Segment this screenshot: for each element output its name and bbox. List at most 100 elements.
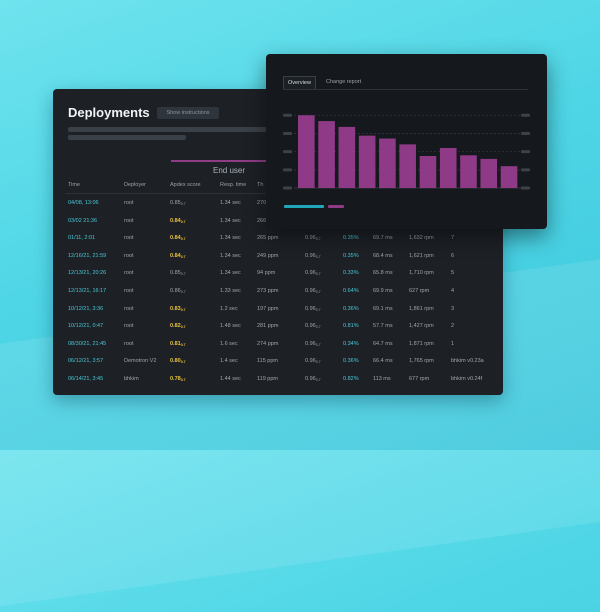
- chart-bar[interactable]: [379, 138, 396, 188]
- cell-apdex-browser: 0.960.7: [305, 282, 321, 301]
- cell-apdex-browser-value: 0.96: [305, 288, 316, 294]
- chart-bar[interactable]: [439, 148, 457, 188]
- cell-resp-time-value: 1.48 sec: [220, 323, 241, 330]
- table-row[interactable]: 10/12/21, 0:47 root 0.820.7 1.48 sec 281 ppm…: [53, 317, 503, 335]
- axis-tick-placeholder: [521, 168, 530, 172]
- cell-deployer: root: [124, 229, 133, 247]
- cell-time-value: 12/16/21, 21:59: [68, 252, 107, 259]
- cell-throughput: 119 ppm: [257, 370, 278, 388]
- cell-response-ms: 66.4 ms: [373, 352, 393, 370]
- table-row[interactable]: 06/14/21, 3:45 bhkim 0.780.7 1.44 sec 119 pp…: [53, 370, 503, 388]
- cell-version: 5: [451, 264, 454, 282]
- chart-bar[interactable]: [419, 156, 437, 188]
- cell-throughput: 273 ppm: [257, 282, 278, 300]
- table-row[interactable]: 06/12/21, 3:57 Demotron V2 0.800.7 1.4 sec 1…: [53, 352, 503, 370]
- cell-throughput: 197 ppm: [257, 300, 278, 318]
- cell-apdex-value: 0.84: [170, 217, 181, 224]
- cell-time[interactable]: 03/02 21:36: [68, 212, 97, 230]
- cell-version-value: 4: [451, 288, 455, 294]
- chart-bar[interactable]: [298, 115, 315, 188]
- cell-deployer-value: bhkim: [124, 376, 139, 382]
- chart-bar[interactable]: [399, 144, 416, 188]
- axis-tick-placeholder: [283, 186, 292, 190]
- column-header-throughput[interactable]: Th: [257, 182, 264, 188]
- table-row[interactable]: 08/30/21, 21:45 root 0.810.7 1.6 sec 274 ppm…: [53, 335, 503, 353]
- cell-apdex-browser-value: 0.96: [305, 376, 316, 382]
- cell-deployer-value: root: [124, 340, 134, 347]
- table-row[interactable]: 03/02 21:36 root 0.840.7 1.34 sec 266: [53, 212, 503, 230]
- column-header-time[interactable]: Time: [68, 182, 81, 188]
- cell-time-value: 04/08, 13:06: [68, 200, 99, 206]
- cell-time[interactable]: 12/16/21, 21:59: [68, 247, 106, 265]
- cell-apdex-value: 0.84: [170, 235, 181, 242]
- cell-time[interactable]: 10/12/21, 3:36: [68, 300, 103, 318]
- cell-deployer: root: [124, 317, 133, 335]
- table-row[interactable]: 04/08, 13:06 root 0.850.7 1.34 sec 270: [53, 194, 503, 212]
- table-row[interactable]: 12/13/21, 20:26 root 0.850.7 1.34 sec 94 ppm…: [53, 264, 503, 282]
- cell-rpm: 1,861 rpm: [409, 300, 434, 318]
- cell-deployer: root: [124, 212, 133, 230]
- cell-apdex-subscript: 0.7: [180, 254, 186, 259]
- chart-bar[interactable]: [480, 158, 498, 188]
- cell-resp-time-value: 1.34 sec: [220, 200, 241, 206]
- page-title: Deployments: [68, 105, 150, 120]
- cell-throughput-value: 265 ppm: [257, 235, 279, 242]
- cell-error-rate: 0.34%: [343, 335, 359, 353]
- chart-bar[interactable]: [318, 121, 335, 188]
- cell-apdex-value: 0.84: [170, 252, 181, 259]
- column-header-deployer[interactable]: Deployer: [124, 182, 147, 188]
- cell-error-rate: 0.64%: [343, 282, 359, 300]
- cell-deployer: root: [124, 194, 133, 212]
- cell-deployer: root: [124, 335, 133, 353]
- column-header-apdex[interactable]: Apdex score: [170, 182, 201, 188]
- cell-apdex-browser-subscript: 0.7: [315, 325, 321, 330]
- cell-throughput: 270: [257, 194, 266, 212]
- column-header-resp-time[interactable]: Resp. time: [220, 182, 247, 188]
- cell-time[interactable]: 06/12/21, 3:57: [68, 352, 103, 370]
- chart-bar[interactable]: [338, 126, 356, 188]
- cell-version-value: 5: [451, 270, 455, 277]
- cell-response-ms-value: 69.9 ms: [373, 288, 393, 294]
- cell-apdex: 0.780.7: [170, 370, 186, 389]
- cell-response-ms: 64.7 ms: [373, 335, 393, 353]
- axis-tick-placeholder: [283, 150, 292, 154]
- cell-apdex-subscript: 0.7: [180, 342, 186, 347]
- table-row[interactable]: 10/12/21, 3:36 root 0.830.7 1.2 sec 197 ppm 0…: [53, 300, 503, 318]
- cell-time-value: 10/12/21, 3:36: [68, 305, 104, 312]
- cell-apdex-value: 0.78: [170, 376, 181, 382]
- chart-bar[interactable]: [460, 155, 477, 188]
- cell-throughput-value: 119 ppm: [257, 376, 278, 382]
- tab-change-report[interactable]: Change report: [326, 79, 362, 85]
- cell-apdex-browser-value: 0.96: [305, 270, 316, 277]
- show-instructions-button[interactable]: Show instructions: [157, 107, 219, 119]
- cell-resp-time-value: 1.34 sec: [220, 270, 241, 277]
- cell-time[interactable]: 10/12/21, 0:47: [68, 317, 103, 335]
- cell-time[interactable]: 04/08, 13:06: [68, 194, 99, 212]
- cell-rpm-value: 1,765 rpm: [409, 358, 434, 365]
- cell-resp-time: 1.34 sec: [220, 247, 241, 265]
- table-row[interactable]: 12/13/21, 16:17 root 0.860.7 1.33 sec 273 pp…: [53, 282, 503, 300]
- cell-resp-time: 1.34 sec: [220, 264, 241, 282]
- cell-time[interactable]: 12/13/21, 16:17: [68, 282, 106, 300]
- cell-rpm: 677 rpm: [409, 370, 429, 388]
- cell-resp-time: 1.44 sec: [220, 370, 241, 388]
- cell-time[interactable]: 01/11, 2:01: [68, 229, 95, 247]
- cell-apdex-subscript: 0.7: [180, 307, 186, 312]
- cell-error-rate-value: 0.64%: [343, 288, 359, 294]
- cell-deployer: root: [124, 300, 133, 318]
- cell-time[interactable]: 12/13/21, 20:26: [68, 264, 106, 282]
- cell-time[interactable]: 08/30/21, 21:45: [68, 335, 106, 353]
- cell-time[interactable]: 06/14/21, 3:45: [68, 370, 103, 388]
- cell-throughput: 249 ppm: [257, 247, 278, 265]
- cell-deployer-value: root: [124, 323, 134, 330]
- cell-throughput-value: 197 ppm: [257, 305, 279, 312]
- cell-throughput: 266: [257, 212, 266, 230]
- tab-overview[interactable]: Overview: [283, 76, 316, 89]
- cell-rpm: 1,710 rpm: [409, 264, 434, 282]
- description-placeholder-line: [68, 127, 268, 132]
- chart-bar[interactable]: [500, 166, 518, 188]
- cell-apdex-subscript: 0.7: [180, 237, 186, 242]
- table-row[interactable]: 12/16/21, 21:59 root 0.840.7 1.34 sec 249 pp…: [53, 247, 503, 265]
- table-row[interactable]: 01/11, 2:01 root 0.840.7 1.34 sec 265 ppm 0.9…: [53, 229, 503, 247]
- chart-bar[interactable]: [358, 135, 376, 188]
